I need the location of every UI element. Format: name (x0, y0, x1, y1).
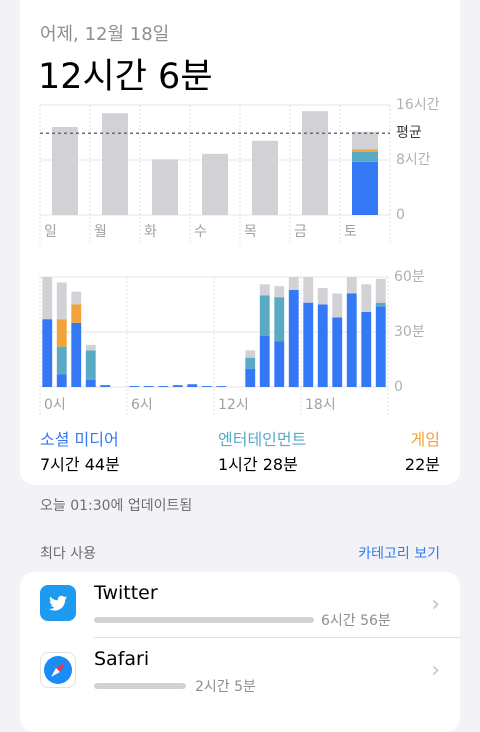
bar-segment (143, 386, 154, 387)
bar-segment (202, 153, 228, 215)
bar-segment (288, 277, 299, 290)
app-time: 2시간 5분 (195, 679, 256, 695)
bar-segment (152, 159, 178, 215)
x-tick-label: 12시 (218, 397, 249, 413)
safari-icon (40, 652, 76, 688)
bar-segment (56, 282, 67, 320)
app-name: Twitter (94, 582, 158, 604)
bar-segment (71, 322, 82, 387)
bar-segment (302, 111, 328, 215)
average-label: 평균 (396, 125, 422, 141)
bar-segment (346, 293, 357, 387)
bar-segment (317, 288, 328, 305)
x-tick-label: 금 (294, 224, 307, 240)
bar-segment (375, 306, 386, 387)
bar-segment (361, 284, 372, 312)
bar-segment (332, 317, 343, 387)
bar-segment (375, 278, 386, 303)
bar-segment (346, 277, 357, 294)
category-link[interactable]: 카테고리 보기 (358, 546, 440, 562)
app-name: Safari (94, 648, 150, 670)
bar-segment (172, 385, 183, 387)
bar-segment (259, 295, 270, 336)
bar-segment (42, 277, 53, 320)
category-name: 엔터테인먼트 (218, 430, 307, 449)
bar-segment (102, 113, 128, 215)
bar-segment (288, 289, 299, 387)
bird (49, 595, 67, 611)
date: 어제, 12월 18일 (40, 24, 170, 45)
divider (94, 637, 460, 638)
updated: 오늘 01:30에 업데이트됨 (40, 498, 193, 514)
x-tick-label: 일 (44, 224, 57, 240)
bar-segment (158, 386, 169, 387)
x-tick-label: 토 (344, 224, 357, 240)
bar-segment (352, 149, 378, 152)
x-tick-label: 0시 (44, 397, 66, 413)
bar-segment (317, 304, 328, 387)
category-name: 게임 (410, 430, 440, 449)
category-name: 소셜 미디어 (40, 430, 119, 449)
bar-segment (56, 346, 67, 375)
bar-segment (85, 350, 96, 380)
bar-segment (274, 286, 285, 298)
bar-segment (52, 127, 78, 215)
y-tick-label: 0 (394, 379, 403, 395)
bar-segment (71, 291, 82, 305)
bar-segment (216, 386, 227, 387)
bar-segment (332, 293, 343, 318)
category-time: 1시간 28분 (218, 455, 298, 474)
bar-segment (375, 302, 386, 307)
bar-segment (252, 140, 278, 215)
bar-segment (245, 350, 256, 358)
compass (44, 656, 72, 684)
category-time: 7시간 44분 (40, 455, 120, 474)
bar-segment (274, 341, 285, 387)
y-tick-label: 30분 (394, 324, 425, 340)
usage-bar (94, 617, 314, 623)
bar-segment (42, 319, 53, 387)
bar-segment (56, 319, 67, 347)
y-tick-label: 16시간 (396, 97, 440, 113)
bar-segment (187, 384, 198, 387)
x-tick-label: 목 (244, 224, 257, 240)
bar-segment (56, 374, 67, 387)
bar-segment (352, 161, 378, 215)
y-tick-label: 8시간 (396, 152, 431, 168)
bar-segment (245, 357, 256, 369)
bar-segment (274, 297, 285, 342)
x-tick-label: 수 (194, 224, 207, 240)
bar-segment (129, 386, 140, 387)
x-tick-label: 화 (144, 224, 157, 240)
usage-bar (94, 683, 186, 689)
bar-segment (85, 344, 96, 351)
bar-segment (85, 379, 96, 387)
category-time: 22분 (404, 455, 440, 474)
section-title: 최다 사용 (40, 546, 96, 562)
apps-card: Twitter 6시간 56분 › Safari 2시간 5분 › (20, 572, 460, 732)
chevron[interactable]: › (431, 592, 440, 617)
bar-segment (245, 368, 256, 387)
y-tick-label: 60분 (394, 269, 425, 285)
total-time: 12시간 6분 (38, 57, 213, 97)
bar-segment (201, 386, 212, 387)
bar-segment (303, 302, 314, 387)
x-tick-label: 18시 (305, 397, 336, 413)
x-tick-label: 6시 (131, 397, 153, 413)
bar-segment (361, 311, 372, 387)
app-time: 6시간 56분 (321, 613, 391, 629)
x-tick-label: 월 (94, 224, 107, 240)
bar-segment (352, 131, 378, 150)
bar-segment (100, 385, 111, 387)
bar-segment (71, 304, 82, 323)
twitter-icon (40, 585, 76, 621)
bar-segment (352, 151, 378, 162)
y-tick-label: 0 (396, 207, 405, 223)
bar-segment (259, 284, 270, 296)
bar-segment (303, 277, 314, 303)
chevron[interactable]: › (431, 658, 440, 683)
bar-segment (259, 335, 270, 387)
